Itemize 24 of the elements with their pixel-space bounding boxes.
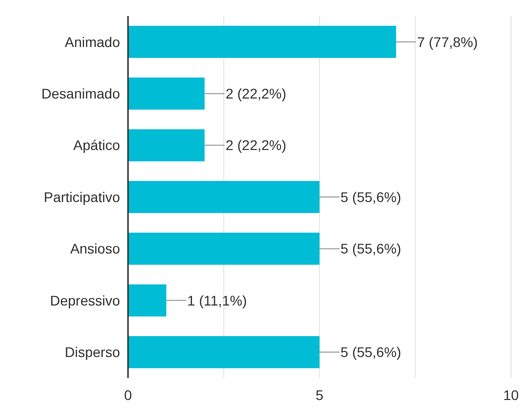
bar <box>128 336 320 368</box>
bar <box>128 129 205 162</box>
data-label: 7 (77,8%) <box>417 34 478 50</box>
data-label: 1 (11,1%) <box>187 292 247 308</box>
x-tick-label: 10 <box>503 387 519 403</box>
data-label: 5 (55,6%) <box>340 344 402 360</box>
x-tick-label: 0 <box>124 387 132 403</box>
data-label: 5 (55,6%) <box>340 240 402 257</box>
y-tick-label: Ansioso <box>70 240 120 257</box>
bar <box>128 180 320 214</box>
bar <box>128 26 396 58</box>
y-tick-label: Disperso <box>64 344 120 360</box>
data-label: 2 (22,2%) <box>226 137 286 154</box>
y-tick-label: Apático <box>73 137 120 154</box>
y-tick-label: Depressivo <box>50 292 120 308</box>
bar <box>128 78 205 110</box>
data-label: 5 (55,6%) <box>340 188 402 205</box>
bar <box>128 284 166 316</box>
x-tick-label: 5 <box>316 387 324 403</box>
y-tick-label: Animado <box>64 34 120 50</box>
y-tick-label: Desanimado <box>41 85 120 102</box>
y-tick-label: Participativo <box>44 188 120 205</box>
bar <box>128 232 320 265</box>
data-label: 2 (22,2%) <box>226 85 286 102</box>
